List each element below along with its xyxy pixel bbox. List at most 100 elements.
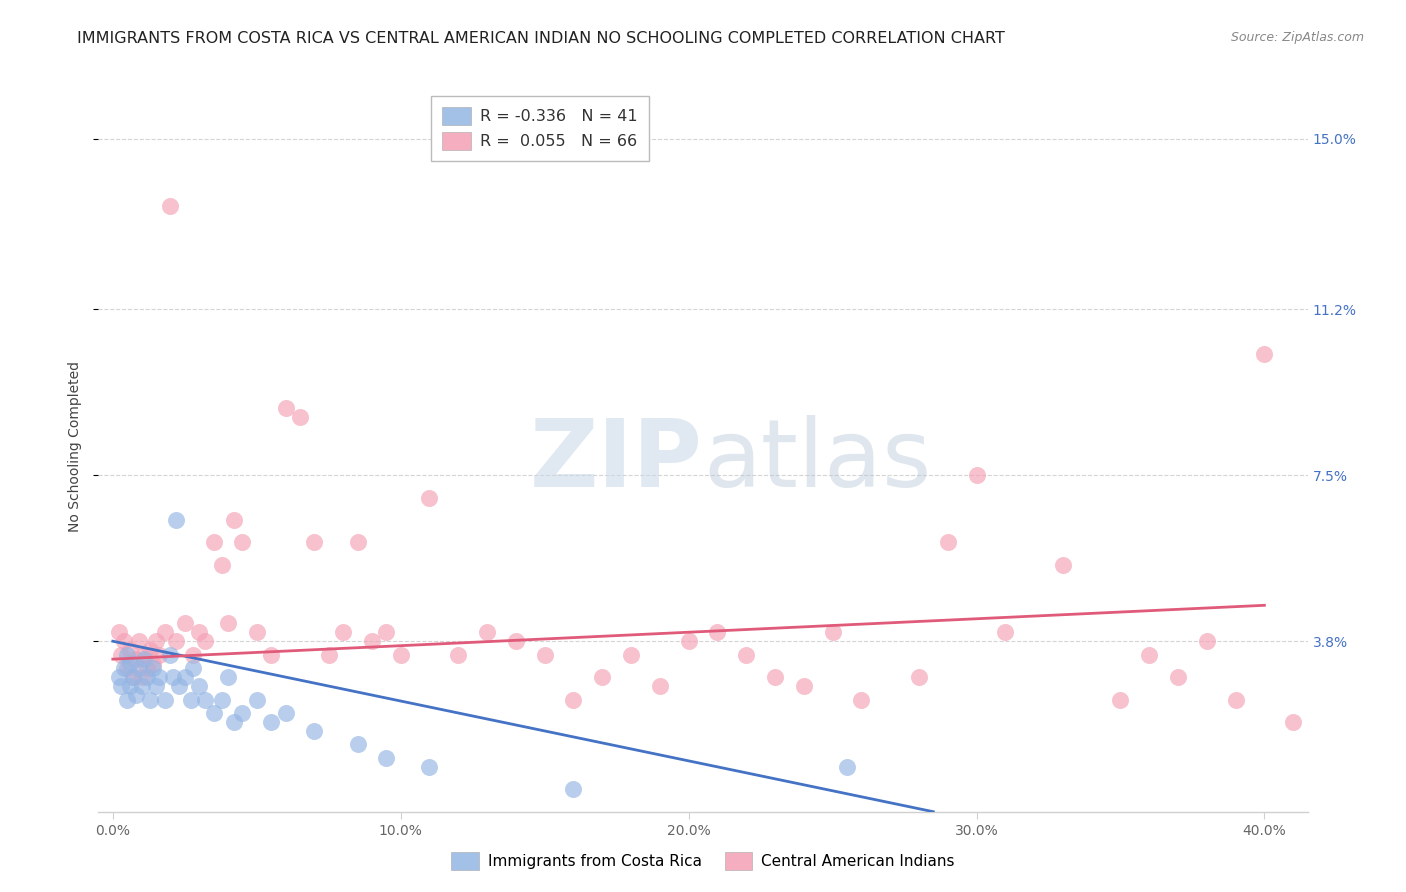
Point <box>821 625 844 640</box>
Point <box>763 670 786 684</box>
Point <box>304 535 326 549</box>
Point <box>131 670 153 684</box>
Point <box>678 634 700 648</box>
Point <box>332 625 354 640</box>
Point <box>128 634 150 648</box>
Point <box>1109 692 1132 706</box>
Point <box>142 657 165 671</box>
Point <box>231 706 253 720</box>
Point <box>128 661 150 675</box>
Point <box>202 706 225 720</box>
Point <box>134 648 156 662</box>
Point <box>165 513 187 527</box>
Point <box>120 657 142 671</box>
Point <box>246 625 269 640</box>
Point <box>246 692 269 706</box>
Point <box>110 648 132 662</box>
Point <box>211 692 233 706</box>
Point <box>793 679 815 693</box>
Y-axis label: No Schooling Completed: No Schooling Completed <box>69 360 83 532</box>
Point <box>505 634 527 648</box>
Point <box>591 670 613 684</box>
Point <box>115 661 138 675</box>
Point <box>361 634 384 648</box>
Point <box>835 760 858 774</box>
Point <box>966 468 988 483</box>
Point <box>1167 670 1189 684</box>
Point <box>1282 714 1305 729</box>
Text: Source: ZipAtlas.com: Source: ZipAtlas.com <box>1230 31 1364 45</box>
Point <box>648 679 671 693</box>
Point <box>112 634 135 648</box>
Point <box>202 535 225 549</box>
Point <box>188 679 211 693</box>
Point <box>418 760 440 774</box>
Point <box>908 670 931 684</box>
Point <box>122 670 145 684</box>
Point <box>346 738 368 752</box>
Point <box>274 706 297 720</box>
Point <box>936 535 959 549</box>
Point <box>851 692 873 706</box>
Point <box>145 634 167 648</box>
Text: atlas: atlas <box>703 415 931 507</box>
Point <box>375 751 398 765</box>
Point <box>1137 648 1160 662</box>
Point <box>346 535 368 549</box>
Point <box>562 782 585 797</box>
Point <box>125 688 148 702</box>
Point <box>148 670 170 684</box>
Point <box>125 652 148 666</box>
Point <box>1225 692 1247 706</box>
Point <box>194 634 217 648</box>
Point <box>110 679 132 693</box>
Text: IMMIGRANTS FROM COSTA RICA VS CENTRAL AMERICAN INDIAN NO SCHOOLING COMPLETED COR: IMMIGRANTS FROM COSTA RICA VS CENTRAL AM… <box>77 31 1005 46</box>
Point <box>735 648 758 662</box>
Point <box>120 643 142 657</box>
Point <box>217 616 239 631</box>
Point <box>217 670 239 684</box>
Point <box>318 648 340 662</box>
Point <box>222 714 245 729</box>
Point <box>1052 558 1074 572</box>
Point <box>188 625 211 640</box>
Point <box>153 625 176 640</box>
Legend: R = -0.336   N = 41, R =  0.055   N = 66: R = -0.336 N = 41, R = 0.055 N = 66 <box>430 95 650 161</box>
Point <box>107 670 129 684</box>
Point <box>173 616 195 631</box>
Point <box>159 199 181 213</box>
Point <box>122 670 145 684</box>
Point <box>136 670 159 684</box>
Point <box>475 625 498 640</box>
Legend: Immigrants from Costa Rica, Central American Indians: Immigrants from Costa Rica, Central Amer… <box>443 845 963 877</box>
Point <box>107 625 129 640</box>
Point <box>162 670 184 684</box>
Point <box>620 648 643 662</box>
Point <box>159 648 181 662</box>
Point <box>533 648 555 662</box>
Point <box>153 692 176 706</box>
Point <box>447 648 470 662</box>
Point <box>260 648 283 662</box>
Point <box>145 679 167 693</box>
Point <box>222 513 245 527</box>
Point <box>706 625 728 640</box>
Point <box>183 661 205 675</box>
Point <box>389 648 412 662</box>
Point <box>136 661 159 675</box>
Point <box>994 625 1017 640</box>
Point <box>231 535 253 549</box>
Point <box>115 648 138 662</box>
Point <box>112 661 135 675</box>
Point <box>562 692 585 706</box>
Point <box>134 652 156 666</box>
Point <box>288 409 311 424</box>
Point <box>375 625 398 640</box>
Point <box>304 723 326 738</box>
Point <box>173 670 195 684</box>
Point <box>165 634 187 648</box>
Point <box>260 714 283 729</box>
Point <box>115 692 138 706</box>
Point <box>1253 347 1275 361</box>
Point <box>142 661 165 675</box>
